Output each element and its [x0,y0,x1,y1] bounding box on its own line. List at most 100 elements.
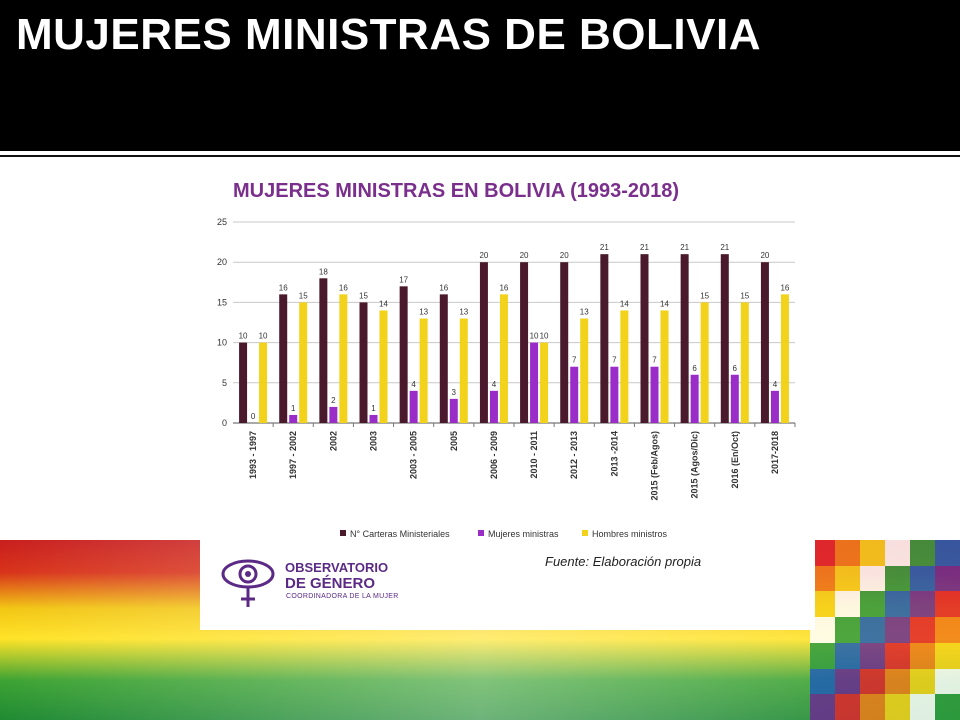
data-label: 16 [339,283,348,292]
bar [570,366,579,423]
bar [359,302,368,423]
x-tick-label: 2012 - 2013 [569,431,579,479]
x-tick-label: 1993 - 1997 [248,431,258,479]
data-label: 6 [733,364,738,373]
data-label: 7 [652,356,657,365]
bar [319,278,328,423]
data-label: 7 [612,356,617,365]
x-tick-label: 1997 - 2002 [288,431,298,479]
data-label: 3 [452,388,457,397]
bar [580,318,589,423]
legend-label: Hombres ministros [592,529,668,539]
legend-label: N° Carteras Ministeriales [350,529,450,539]
bar [770,390,779,423]
bar [760,262,769,423]
bar [530,342,539,423]
data-label: 16 [279,283,288,292]
data-label: 15 [359,291,368,300]
data-label: 20 [760,251,769,260]
bar [279,294,288,423]
bar [620,310,629,423]
divider-line [0,155,960,157]
x-tick-label: 2016 (En/Oct) [730,431,740,489]
bar [239,342,248,423]
x-tick-label: 2002 [328,431,338,451]
data-label: 17 [399,275,408,284]
x-tick-label: 2013 -2014 [609,431,619,477]
data-label: 13 [419,307,428,316]
y-tick-label: 15 [217,297,227,307]
data-label: 4 [773,380,778,389]
bar [660,310,669,423]
bar [720,254,729,423]
bar [690,374,699,423]
x-tick-label: 2015 (Agos/Dic) [690,431,700,499]
bar [409,390,418,423]
bar [560,262,569,423]
y-tick-label: 20 [217,257,227,267]
data-label: 21 [600,243,609,252]
y-tick-label: 10 [217,338,227,348]
data-label: 20 [520,251,529,260]
bar [680,254,689,423]
data-label: 10 [239,332,248,341]
bar [479,262,488,423]
chart-title: MUJERES MINISTRAS EN BOLIVIA (1993-2018) [233,180,679,202]
x-tick-label: 2005 [449,431,459,451]
data-label: 16 [439,283,448,292]
x-tick-label: 2015 (Feb/Agos) [650,431,660,501]
data-label: 13 [580,307,589,316]
x-tick-label: 2010 - 2011 [529,431,539,479]
data-label: 14 [620,299,629,308]
x-tick-label: 2006 - 2009 [489,431,499,479]
data-label: 10 [259,332,268,341]
data-label: 21 [640,243,649,252]
x-tick-label: 2003 [369,431,379,451]
data-label: 10 [530,332,539,341]
x-tick-label: 2017-2018 [770,431,780,474]
legend-swatch [340,530,346,536]
logo-text-line3: COORDINADORA DE LA MUJER [286,593,399,600]
data-label: 13 [459,307,468,316]
bar [640,254,649,423]
data-label: 1 [371,404,376,413]
data-label: 14 [660,299,669,308]
bar [449,398,458,423]
bar [520,262,529,423]
data-label: 16 [499,283,508,292]
data-label: 16 [780,283,789,292]
bar [540,342,549,423]
data-label: 4 [492,380,497,389]
observatorio-logo: OBSERVATORIO DE GÉNERO COORDINADORA DE L… [220,552,420,612]
slide-title: MUJERES MINISTRAS DE BOLIVIA [16,10,761,59]
logo-text-line2: DE GÉNERO [285,575,376,592]
bar [379,310,388,423]
legend-swatch [478,530,484,536]
title-bar: MUJERES MINISTRAS DE BOLIVIA [0,0,960,151]
data-label: 20 [479,251,488,260]
data-label: 21 [680,243,689,252]
bar [399,286,408,423]
data-label: 6 [692,364,697,373]
bar [369,414,378,423]
bar [459,318,468,423]
data-label: 14 [379,299,388,308]
data-label: 15 [700,291,709,300]
bar [600,254,609,423]
data-label: 2 [331,396,336,405]
data-label: 18 [319,267,328,276]
data-label: 15 [299,291,308,300]
bar [299,302,308,423]
logo-text-line1: OBSERVATORIO [285,560,389,575]
legend-swatch [582,530,588,536]
bar [259,342,268,423]
eye-venus-icon [221,559,275,607]
chart-panel: MUJERES MINISTRAS EN BOLIVIA (1993-2018)… [200,157,815,630]
data-label: 0 [251,412,256,421]
data-label: 10 [540,332,549,341]
bar [740,302,749,423]
wiphala-flag-decoration [810,540,960,720]
bar [650,366,659,423]
x-tick-label: 2003 - 2005 [409,431,419,479]
data-label: 20 [560,251,569,260]
